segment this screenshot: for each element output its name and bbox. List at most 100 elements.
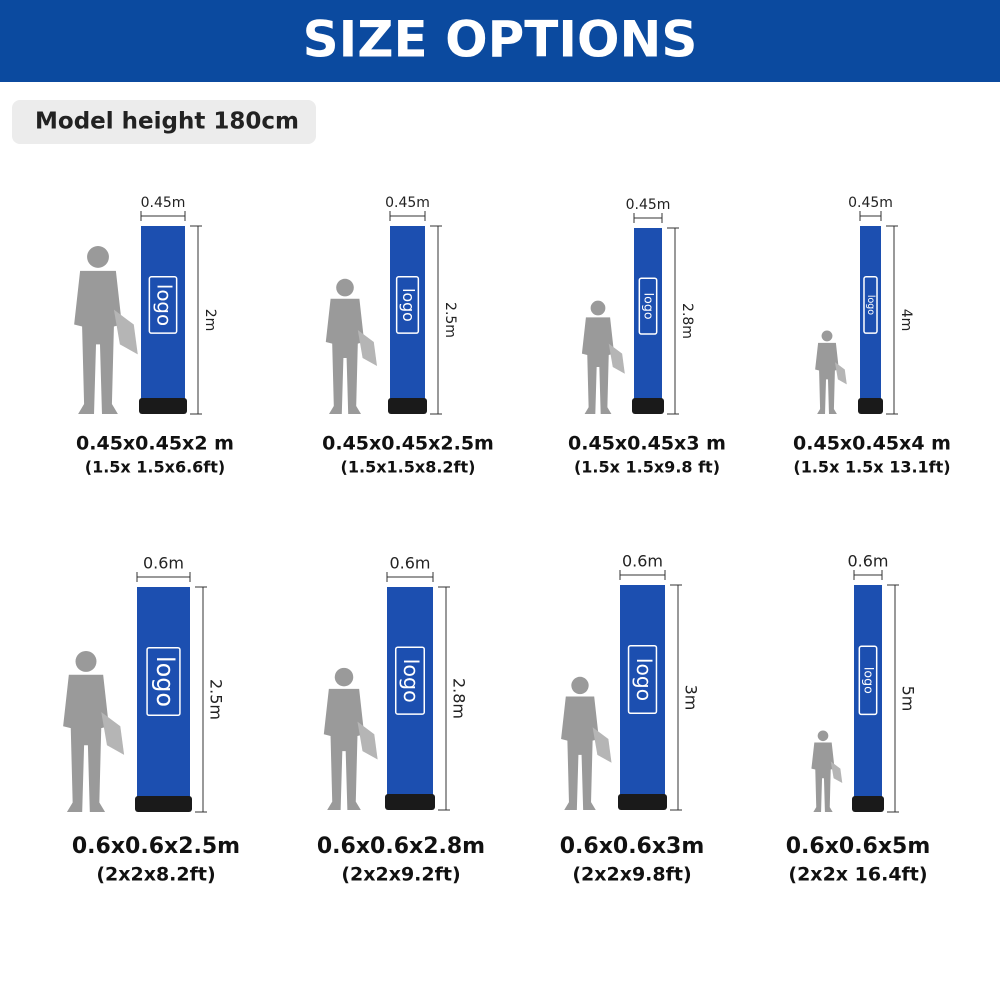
- product: logo 0.45m 4m 0.45x0.45x4 m (1.5x 1.5x 13.1f…: [793, 195, 951, 477]
- header-bar: [0, 0, 1000, 82]
- pillar: [387, 587, 433, 796]
- figure-board: [357, 330, 377, 366]
- height-label: 2.8m: [450, 678, 469, 719]
- logo-text: logo: [153, 284, 176, 326]
- pillar-base: [139, 398, 187, 414]
- pillar: [860, 226, 881, 400]
- figure-body: [74, 270, 122, 414]
- model-figure: [325, 278, 377, 414]
- figure-head: [821, 330, 833, 342]
- product: logo 0.6m 5m 0.6x0.6x5m (2x2x 16.4ft): [786, 552, 931, 886]
- size-imperial: (2x2x 16.4ft): [788, 864, 927, 886]
- size-metric: 0.6x0.6x5m: [786, 834, 931, 859]
- figure-head: [336, 278, 354, 297]
- model-figure: [561, 676, 612, 810]
- width-label: 0.45m: [385, 195, 430, 211]
- pillar-base: [388, 398, 427, 414]
- height-label: 2.5m: [207, 679, 226, 720]
- figure-board: [101, 711, 125, 755]
- logo-box: [638, 277, 658, 335]
- figure-board: [834, 362, 847, 385]
- size-metric: 0.6x0.6x2.5m: [72, 834, 240, 859]
- figure-board: [830, 761, 843, 784]
- header-title: SIZE OPTIONS: [303, 11, 698, 69]
- figure-body: [811, 742, 835, 812]
- logo-box: [863, 276, 878, 334]
- pillar-base: [858, 398, 883, 414]
- height-label: 3m: [682, 685, 701, 711]
- width-label: 0.45m: [626, 197, 671, 213]
- height-label: 4m: [898, 309, 914, 332]
- size-metric: 0.45x0.45x3 m: [568, 433, 726, 455]
- figure-board: [113, 309, 138, 355]
- logo-text: logo: [865, 295, 876, 315]
- figure-board: [592, 727, 612, 763]
- logo-box: [858, 645, 878, 716]
- width-label: 0.6m: [143, 554, 184, 573]
- height-label: 2.8m: [679, 303, 695, 339]
- logo-text: logo: [632, 658, 656, 701]
- pillar: [141, 226, 185, 400]
- product: logo 0.45m 2.8m 0.45x0.45x3 m (1.5x 1.5x9.8 …: [568, 197, 726, 477]
- figure-head: [87, 245, 109, 268]
- pillar: [137, 587, 190, 798]
- model-figure: [74, 245, 138, 414]
- figure-body: [815, 342, 839, 414]
- figure-board: [608, 343, 625, 374]
- size-metric: 0.45x0.45x4 m: [793, 433, 951, 455]
- figure-head: [571, 676, 589, 695]
- size-metric: 0.45x0.45x2 m: [76, 433, 234, 455]
- model-figure: [581, 300, 625, 414]
- figure-head: [334, 667, 354, 687]
- figure-head: [75, 650, 97, 672]
- logo-text: logo: [399, 288, 418, 322]
- size-metric: 0.45x0.45x2.5m: [322, 433, 494, 455]
- product: logo 0.45m 2.5m 0.45x0.45x2.5m (1.5x1.5x8.2f…: [322, 195, 494, 477]
- logo-text: logo: [642, 293, 657, 320]
- figure-body: [63, 674, 109, 812]
- size-imperial: (2x2x8.2ft): [96, 864, 215, 886]
- size-imperial: (2x2x9.2ft): [341, 864, 460, 886]
- logo-box: [395, 276, 420, 334]
- height-label: 5m: [899, 686, 918, 712]
- width-label: 0.45m: [141, 195, 186, 211]
- size-metric: 0.6x0.6x2.8m: [317, 834, 485, 859]
- model-figure: [815, 330, 847, 414]
- height-label: 2.5m: [442, 302, 458, 338]
- width-label: 0.45m: [848, 195, 893, 211]
- pillar-base: [385, 794, 435, 810]
- pillar-base: [852, 796, 884, 812]
- logo-text: logo: [151, 656, 179, 707]
- figure-head: [590, 300, 606, 316]
- height-label: 2m: [202, 309, 218, 332]
- width-label: 0.6m: [389, 554, 430, 573]
- logo-box: [148, 276, 178, 334]
- product: logo 0.6m 2.8m 0.6x0.6x2.8m (2x2x9.2ft): [317, 554, 485, 886]
- figure-board: [357, 721, 378, 760]
- figure-head: [817, 730, 829, 742]
- figure-body: [323, 688, 365, 810]
- logo-text: logo: [399, 659, 423, 703]
- figure-body: [325, 298, 365, 414]
- size-imperial: (1.5x 1.5x 13.1ft): [793, 458, 950, 477]
- logo-box: [394, 646, 426, 715]
- size-imperial: (1.5x1.5x8.2ft): [341, 458, 476, 477]
- product: logo 0.6m 2.5m 0.6x0.6x2.5m (2x2x8.2ft): [63, 554, 240, 886]
- figure-body: [561, 696, 599, 810]
- size-imperial: (1.5x 1.5x6.6ft): [85, 458, 225, 477]
- model-figure: [63, 650, 125, 812]
- width-label: 0.6m: [622, 552, 663, 571]
- logo-box: [627, 645, 658, 714]
- pillar-base: [632, 398, 664, 414]
- figure-body: [581, 317, 615, 414]
- model-badge: [12, 100, 316, 144]
- model-figure: [811, 730, 843, 812]
- size-metric: 0.6x0.6x3m: [560, 834, 705, 859]
- model-label: Model height 180cm: [35, 109, 299, 135]
- width-label: 0.6m: [847, 552, 888, 571]
- product: logo 0.6m 3m 0.6x0.6x3m (2x2x9.8ft): [560, 552, 705, 886]
- pillar-base: [618, 794, 667, 810]
- product: logo 0.45m 2m 0.45x0.45x2 m (1.5x 1.5x6.6ft): [74, 195, 234, 477]
- size-imperial: (2x2x9.8ft): [572, 864, 691, 886]
